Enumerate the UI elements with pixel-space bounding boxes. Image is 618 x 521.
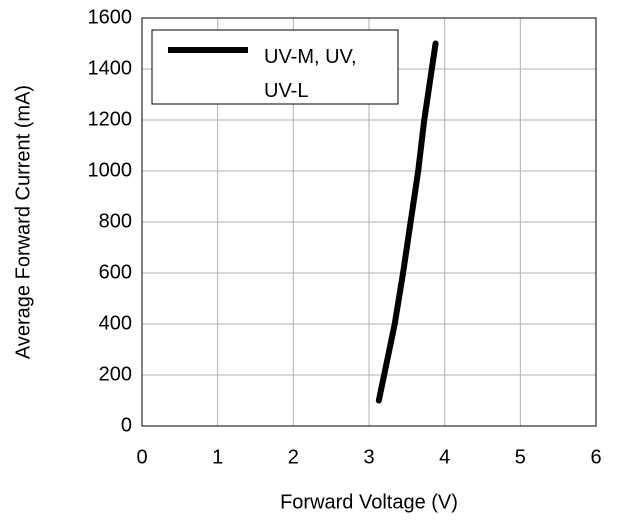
y-tick-label: 1000 [88,159,133,181]
x-tick-label: 3 [363,446,374,468]
y-axis-label: Average Forward Current (mA) [12,85,34,359]
y-tick-label: 1200 [88,108,133,130]
data-line [375,40,439,404]
x-tick-label: 0 [136,446,147,468]
x-tick-label: 1 [212,446,223,468]
plot-border [141,17,597,427]
y-tick-label: 1400 [88,57,133,79]
y-tick-label: 800 [99,210,132,232]
x-tick-label: 5 [515,446,526,468]
y-tick-label: 200 [99,363,132,385]
y-tick-label: 0 [121,414,132,436]
x-tick-label: 6 [590,446,601,468]
y-tick-label: 600 [99,261,132,283]
legend-item: UV-M, UV, UV-L [264,46,357,102]
x-tick-label: 2 [288,446,299,468]
legend-box [151,29,399,105]
y-tick-label: 400 [99,312,132,334]
x-tick-label: 4 [439,446,450,468]
y-tick-label: 1600 [88,6,133,28]
x-axis-label: Forward Voltage (V) [280,491,458,513]
legend-label: UV-M, UV, UV-L [264,46,357,102]
